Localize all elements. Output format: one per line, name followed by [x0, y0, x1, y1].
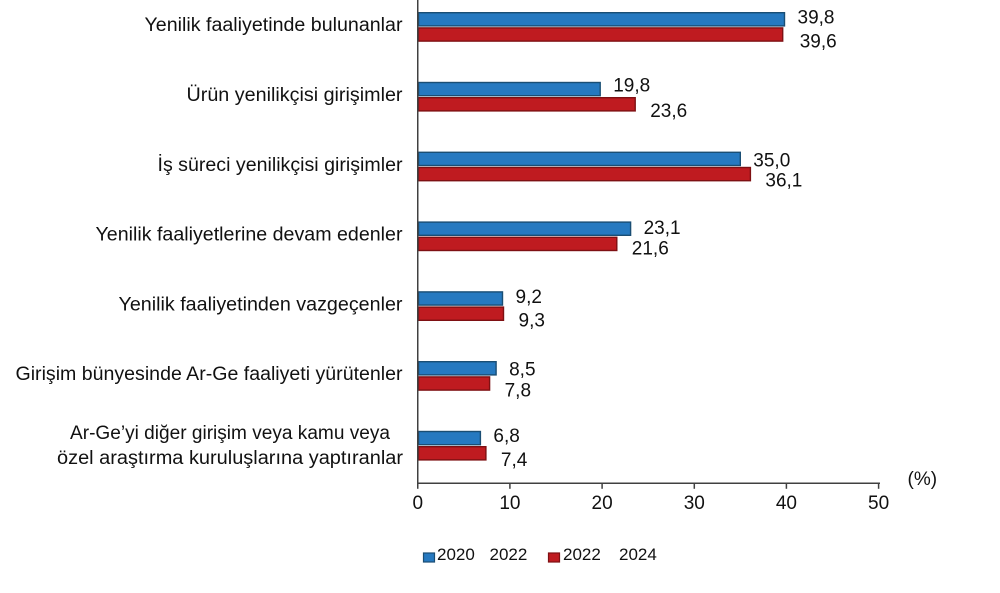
svg-text:50: 50 [868, 493, 889, 514]
svg-text:özel araştırma kuruluşlarına y: özel araştırma kuruluşlarına yaptıranlar [57, 448, 404, 469]
svg-text:9,2: 9,2 [516, 287, 542, 308]
svg-text:36,1: 36,1 [765, 170, 802, 191]
svg-text:7,8: 7,8 [505, 380, 531, 401]
svg-text:Yenilik faaliyetinde bulunanla: Yenilik faaliyetinde bulunanlar [145, 15, 404, 36]
svg-text:2024: 2024 [619, 545, 657, 564]
svg-text:Girişim bünyesinde Ar-Ge faali: Girişim bünyesinde Ar-Ge faaliyeti yürüt… [16, 364, 404, 385]
svg-text:2020: 2020 [437, 545, 475, 564]
svg-text:Yenilik faaliyetlerine devam e: Yenilik faaliyetlerine devam edenler [96, 225, 404, 246]
svg-text:23,1: 23,1 [644, 218, 681, 239]
svg-text:Ürün yenilikçisi girişimler: Ürün yenilikçisi girişimler [187, 85, 404, 106]
svg-text:6,8: 6,8 [493, 426, 519, 447]
svg-text:39,6: 39,6 [800, 31, 837, 52]
svg-text:9,3: 9,3 [519, 311, 545, 332]
svg-text:2022: 2022 [490, 545, 528, 564]
svg-text:39,8: 39,8 [798, 7, 835, 28]
svg-text:(%): (%) [908, 469, 938, 490]
svg-text:23,6: 23,6 [650, 101, 687, 122]
svg-text:19,8: 19,8 [613, 75, 650, 96]
svg-text:Yenilik faaliyetinden vazgeçen: Yenilik faaliyetinden vazgeçenler [119, 294, 404, 315]
svg-text:8,5: 8,5 [509, 360, 535, 381]
svg-text:21,6: 21,6 [632, 239, 669, 260]
svg-text:20: 20 [592, 493, 613, 514]
svg-text:2022: 2022 [563, 545, 601, 564]
svg-text:30: 30 [684, 493, 705, 514]
svg-text:İş süreci yenilikçisi girişiml: İş süreci yenilikçisi girişimler [158, 155, 404, 176]
svg-text:Ar-Ge’yi diğer girişim veya ka: Ar-Ge’yi diğer girişim veya kamu veya [70, 423, 390, 444]
svg-text:7,4: 7,4 [501, 450, 528, 471]
svg-text:35,0: 35,0 [753, 151, 790, 172]
svg-text:10: 10 [499, 493, 520, 514]
svg-text:0: 0 [412, 493, 423, 514]
svg-text:40: 40 [776, 493, 797, 514]
